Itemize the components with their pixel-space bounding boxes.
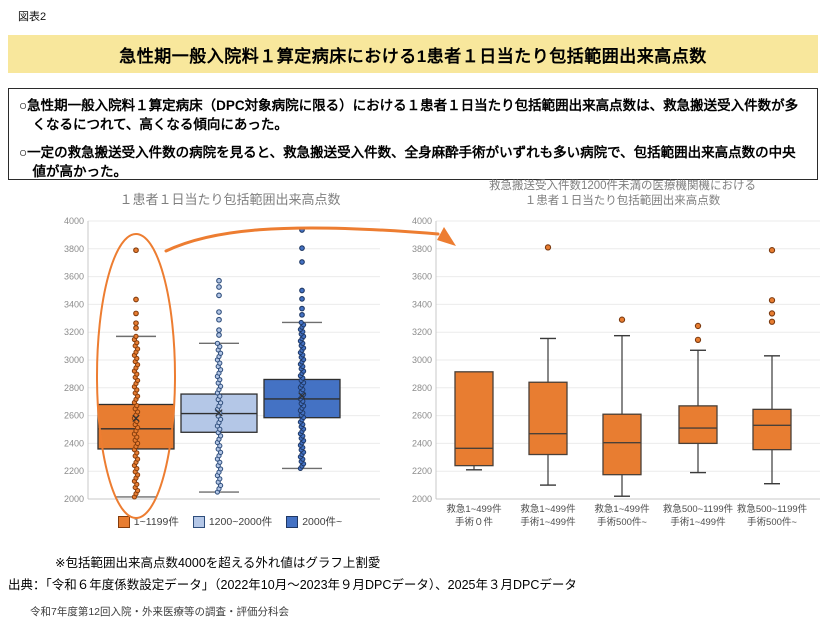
svg-text:手術０件: 手術０件: [455, 516, 494, 528]
page-title: 急性期一般入院料１算定病床における1患者１日当たり包括範囲出来高点数: [119, 46, 707, 66]
box-plot: [602, 316, 642, 497]
svg-text:手術1~499件: 手術1~499件: [670, 516, 726, 528]
legend-item-3: 2000件~: [286, 514, 342, 529]
legend-swatch-orange: [117, 515, 130, 528]
svg-text:3400: 3400: [64, 299, 84, 309]
summary-bullet-1: ○急性期一般入院料１算定病床（DPC対象病院に限る）における１患者１日当たり包括…: [19, 98, 799, 133]
legend-swatch-lightblue: [192, 515, 205, 528]
legend-item-1: 1~1199件: [117, 514, 179, 529]
right-chart-title-line2: １患者１日当たり包括範囲出来高点数: [524, 194, 721, 207]
left-boxplot-chart: 2000 2200 2400 2600 2800 3000 3200 3400 3600 3800…: [64, 216, 380, 504]
box-plot: [528, 244, 568, 486]
svg-text:2200: 2200: [64, 466, 84, 476]
box-plot: [263, 227, 341, 472]
svg-text:3400: 3400: [412, 299, 432, 309]
svg-text:救急1~499件: 救急1~499件: [594, 503, 650, 515]
svg-text:4000: 4000: [412, 216, 432, 226]
svg-text:2200: 2200: [412, 466, 432, 476]
legend-label-1: 1~1199件: [133, 516, 179, 528]
summary-bullet-2: ○一定の救急搬送受入件数の病院を見ると、救急搬送受入件数、全身麻酔手術がいずれも…: [19, 145, 796, 180]
source-line: 出典：「令和６年度係数設定データ」（2022年10月～2023年９月DPCデータ…: [8, 578, 577, 592]
footer-line: 令和7年度第12回入院・外来医療等の調査・評価分科会: [30, 606, 290, 618]
svg-text:3600: 3600: [412, 272, 432, 282]
svg-text:4000: 4000: [64, 216, 84, 226]
right-chart-title: 救急搬送受入件数1200件未満の医療機関機における １患者１日当たり包括範囲出来…: [425, 179, 820, 209]
right-chart-title-line1: 救急搬送受入件数1200件未満の医療機関機における: [488, 180, 757, 192]
svg-text:2000: 2000: [64, 494, 84, 504]
svg-text:3600: 3600: [64, 272, 84, 282]
svg-text:2800: 2800: [64, 383, 84, 393]
svg-text:2000: 2000: [412, 494, 432, 504]
svg-text:救急1~499件: 救急1~499件: [446, 503, 502, 515]
svg-text:3800: 3800: [412, 244, 432, 254]
box-plot: [97, 247, 175, 500]
svg-text:救急500~1199件: 救急500~1199件: [737, 503, 808, 515]
legend-item-2: 1200~2000件: [192, 514, 273, 529]
figure-label: 図表2: [18, 11, 47, 23]
svg-text:手術500件~: 手術500件~: [747, 516, 797, 528]
svg-text:3800: 3800: [64, 244, 84, 254]
left-chart-title: １患者１日当たり包括範囲出来高点数: [119, 192, 341, 207]
summary-box: ○急性期一般入院料１算定病床（DPC対象病院に限る）における１患者１日当たり包括…: [8, 88, 818, 180]
title-banner: 急性期一般入院料１算定病床における1患者１日当たり包括範囲出来高点数: [8, 35, 818, 73]
svg-text:2400: 2400: [412, 438, 432, 448]
svg-text:3200: 3200: [64, 327, 84, 337]
svg-text:手術500件~: 手術500件~: [597, 516, 647, 528]
legend-swatch-darkblue: [286, 515, 299, 528]
box-plot: [752, 247, 792, 485]
svg-text:3000: 3000: [64, 355, 84, 365]
left-chart-legend: 1~1199件 1200~2000件 2000件~: [70, 514, 390, 529]
svg-text:2600: 2600: [64, 411, 84, 421]
svg-text:3200: 3200: [412, 327, 432, 337]
svg-text:救急500~1199件: 救急500~1199件: [663, 503, 734, 515]
box-plot: [454, 371, 494, 471]
legend-label-2: 1200~2000件: [208, 516, 273, 528]
chart-note: ※包括範囲出来高点数4000を超える外れ値はグラフ上割愛: [55, 556, 381, 570]
legend-label-3: 2000件~: [302, 516, 343, 528]
svg-text:2400: 2400: [64, 438, 84, 448]
svg-text:救急1~499件: 救急1~499件: [520, 503, 576, 515]
svg-text:3000: 3000: [412, 355, 432, 365]
box-plot: [180, 277, 258, 495]
box-plot: [678, 322, 718, 474]
right-boxplot-chart: 2000 2200 2400 2600 2800 3000 3200 3400 3600 3800…: [412, 216, 820, 528]
svg-text:2600: 2600: [412, 411, 432, 421]
svg-text:手術1~499件: 手術1~499件: [520, 516, 576, 528]
svg-text:2800: 2800: [412, 383, 432, 393]
